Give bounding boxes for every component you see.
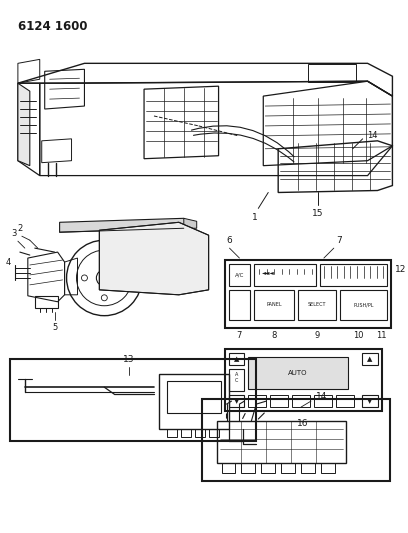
Bar [228, 264, 251, 286]
Text: 11: 11 [376, 330, 387, 340]
Bar [320, 264, 388, 286]
Bar [222, 463, 235, 473]
Bar [228, 353, 244, 365]
Bar [10, 359, 256, 441]
Text: ◄◄◄: ◄◄◄ [262, 270, 275, 276]
Text: 10: 10 [353, 330, 364, 340]
Bar [292, 395, 310, 407]
Bar [208, 429, 219, 437]
Bar [242, 463, 255, 473]
Bar [217, 421, 346, 463]
Bar [224, 350, 381, 411]
Bar [167, 429, 177, 437]
Bar [248, 358, 348, 389]
Text: 16: 16 [297, 419, 309, 428]
Bar [228, 395, 244, 407]
Text: 1: 1 [253, 213, 258, 222]
Polygon shape [18, 83, 30, 166]
Polygon shape [184, 219, 197, 228]
Bar [308, 64, 356, 82]
Bar [248, 395, 266, 407]
Text: SELECT: SELECT [308, 302, 326, 307]
Bar [321, 463, 335, 473]
Text: 6: 6 [226, 236, 232, 245]
Bar [314, 395, 332, 407]
Bar [254, 264, 316, 286]
Bar [202, 399, 390, 481]
Bar [167, 381, 221, 413]
Text: 8: 8 [271, 330, 277, 340]
Bar [195, 429, 205, 437]
Text: 4: 4 [5, 257, 11, 266]
Bar [224, 260, 391, 328]
Bar [361, 353, 377, 365]
Bar [270, 395, 288, 407]
Bar [261, 463, 275, 473]
Bar [254, 290, 294, 320]
Text: 3: 3 [11, 229, 17, 238]
Text: AUTO: AUTO [288, 370, 308, 376]
Text: 12: 12 [395, 265, 407, 274]
Bar [228, 369, 244, 391]
Text: 9: 9 [314, 330, 319, 340]
Text: PUSH/PL: PUSH/PL [353, 302, 374, 307]
Circle shape [100, 274, 108, 282]
Text: 14: 14 [368, 131, 378, 140]
Text: PANEL: PANEL [266, 302, 282, 307]
Polygon shape [100, 222, 208, 295]
Bar [361, 395, 377, 407]
Text: 14: 14 [316, 392, 327, 401]
Bar [159, 374, 228, 429]
Text: ▼: ▼ [234, 398, 239, 404]
Text: ▲: ▲ [367, 357, 372, 362]
Bar [181, 429, 191, 437]
Text: ▼: ▼ [367, 398, 372, 404]
Text: A
C: A C [235, 372, 238, 383]
Text: 15: 15 [312, 209, 324, 219]
Text: 2: 2 [17, 224, 22, 233]
Bar [228, 290, 251, 320]
Bar [298, 290, 336, 320]
Text: 6124 1600: 6124 1600 [18, 20, 87, 33]
Text: A/C: A/C [235, 272, 244, 278]
Text: 7: 7 [237, 330, 242, 340]
Bar [301, 463, 315, 473]
Bar [336, 395, 354, 407]
Bar [281, 463, 295, 473]
Text: 5: 5 [52, 322, 57, 332]
Text: 13: 13 [123, 356, 135, 365]
Bar [340, 290, 388, 320]
Polygon shape [60, 219, 189, 232]
Text: ▲: ▲ [234, 357, 239, 362]
Text: 7: 7 [336, 236, 341, 245]
